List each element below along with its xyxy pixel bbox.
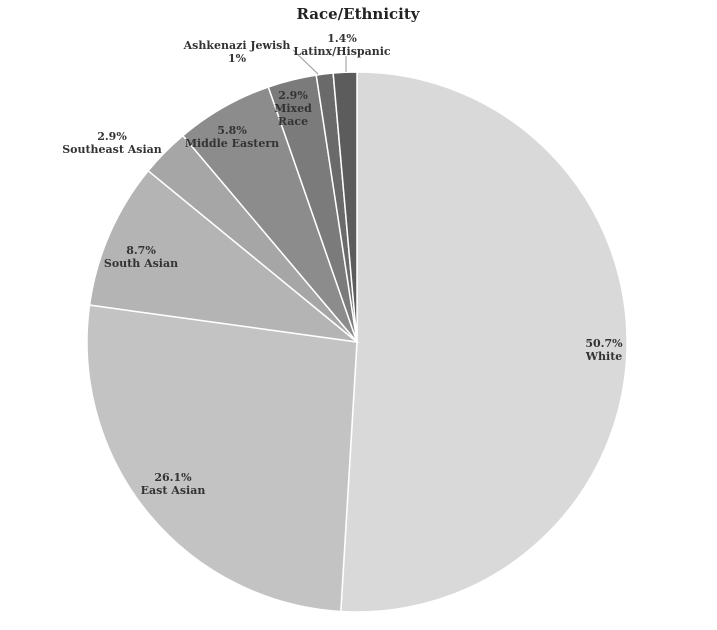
pie-slice-east-asian bbox=[86, 304, 358, 613]
leader-lines bbox=[292, 49, 347, 75]
slice-labels: 50.7% White 26.1% East Asian 8.7% South Asian… bbox=[62, 32, 623, 497]
pie-slice-white bbox=[340, 71, 628, 613]
data-label-white: 50.7% White bbox=[585, 337, 623, 363]
leader-line-ashkenazi-jewish bbox=[292, 49, 319, 75]
chart-title: Race/Ethnicity bbox=[296, 5, 420, 23]
data-label-middle-eastern: 5.8% Middle Eastern bbox=[185, 124, 279, 150]
data-label-east-asian: 26.1% East Asian bbox=[141, 471, 206, 497]
data-label-latinx-hispanic: 1.4% Latinx/Hispanic bbox=[293, 32, 390, 58]
data-label-mixed-race: 2.9% Mixed Race bbox=[274, 89, 312, 128]
data-label-south-asian: 8.7% South Asian bbox=[104, 244, 178, 270]
pie-slices bbox=[86, 71, 628, 613]
data-label-ashkenazi-jewish: Ashkenazi Jewish 1% bbox=[183, 39, 291, 65]
data-label-southeast-asian: 2.9% Southeast Asian bbox=[62, 130, 162, 156]
pie-slice-south-asian bbox=[88, 169, 360, 344]
pie-slice-latinx-hispanic bbox=[332, 71, 358, 343]
